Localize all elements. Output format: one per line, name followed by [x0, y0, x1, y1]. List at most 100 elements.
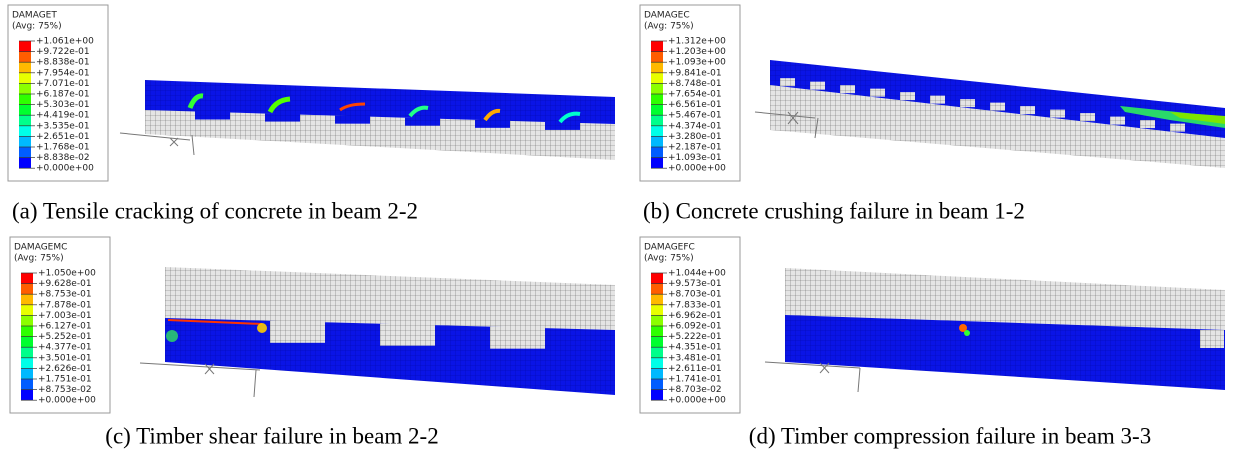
shear-key — [1200, 330, 1224, 348]
legend-swatch — [21, 294, 33, 305]
legend-title: DAMAGEMC — [14, 243, 67, 253]
legend-swatch — [21, 389, 33, 401]
legend-swatch — [21, 273, 33, 284]
legend-value: +3.280e-01 — [668, 132, 722, 142]
legend-swatch — [651, 389, 663, 401]
model-b — [754, 60, 1225, 168]
shear-key — [1080, 113, 1095, 122]
legend-value: +0.000e+00 — [668, 164, 726, 174]
legend-subtitle: (Avg: 75%) — [644, 22, 694, 32]
legend-swatch — [21, 379, 33, 390]
legend-swatch — [19, 104, 31, 116]
legend-value: +6.561e-01 — [668, 100, 722, 110]
legend-swatch — [651, 304, 663, 316]
crush-zone — [1170, 112, 1225, 124]
legend: DAMAGEC(Avg: 75%)+1.312e+00+1.203e+00+1.… — [639, 4, 741, 182]
concrete-mesh — [785, 268, 1225, 330]
caption: (d) Timber compression failure in beam 3… — [749, 423, 1151, 448]
shear-key — [335, 115, 370, 124]
legend-value: +7.654e-01 — [668, 90, 722, 100]
legend-value: +5.222e-01 — [668, 332, 722, 342]
shear-key — [900, 92, 915, 101]
legend-value: +8.748e-01 — [668, 79, 722, 89]
legend-swatch — [651, 83, 663, 94]
shear-key — [490, 326, 545, 349]
legend-value: +5.303e-01 — [36, 100, 90, 110]
legend-title: DAMAGEFC — [644, 243, 695, 253]
legend-value: +2.651e-01 — [36, 132, 90, 142]
shear-key — [270, 320, 325, 343]
legend-value: +2.626e-01 — [38, 364, 92, 374]
shear-key — [1020, 106, 1035, 115]
axes-triad — [139, 362, 261, 398]
legend-swatch — [651, 379, 663, 390]
shear-key — [840, 85, 855, 94]
legend-swatch — [21, 336, 33, 348]
legend-swatch — [19, 72, 31, 84]
legend-swatch — [651, 104, 663, 116]
legend-value: +1.751e-01 — [38, 375, 92, 385]
legend-value: +3.481e-01 — [668, 353, 722, 363]
model-c — [139, 267, 615, 398]
legend-value: +1.093e-01 — [668, 153, 722, 163]
legend-value: +6.127e-01 — [38, 322, 92, 332]
shear-key — [990, 102, 1005, 111]
legend-swatch — [651, 283, 663, 295]
concrete-mesh — [165, 267, 615, 330]
damage-zone — [166, 330, 178, 342]
legend-value: +4.351e-01 — [668, 343, 722, 353]
shear-key — [780, 78, 795, 87]
legend-swatch — [651, 368, 663, 379]
shear-key — [265, 113, 300, 122]
legend-subtitle: (Avg: 75%) — [644, 254, 694, 264]
legend-value: +5.252e-01 — [38, 332, 92, 342]
shear-key — [380, 323, 435, 346]
legend-swatch — [19, 157, 31, 169]
legend-swatch — [651, 147, 663, 158]
legend-value: +8.703e-02 — [668, 385, 722, 395]
legend-value: +1.741e-01 — [668, 375, 722, 385]
legend-subtitle: (Avg: 75%) — [12, 22, 62, 32]
crack — [267, 96, 291, 114]
legend-swatch — [651, 357, 663, 369]
legend-swatch — [21, 326, 33, 337]
legend-swatch — [651, 94, 663, 105]
legend-swatch — [651, 347, 663, 358]
damage-zone — [964, 330, 970, 336]
shear-key — [1170, 123, 1185, 132]
legend-value: +4.377e-01 — [38, 343, 92, 353]
legend-value: +7.833e-01 — [668, 300, 722, 310]
legend-value: +8.838e-01 — [36, 58, 90, 68]
legend: DAMAGEMC(Avg: 75%)+1.050e+00+9.628e-01+8… — [9, 236, 111, 414]
crack — [483, 108, 501, 122]
legend-value: +8.753e-01 — [38, 290, 92, 300]
shear-key — [545, 121, 580, 130]
legend-swatch — [651, 336, 663, 348]
legend-swatch — [21, 357, 33, 369]
shear-key — [810, 81, 825, 90]
legend-title: DAMAGEC — [644, 11, 690, 21]
legend-swatch — [651, 315, 663, 326]
legend-value: +1.061e+00 — [36, 37, 94, 47]
legend-value: +0.000e+00 — [38, 396, 96, 406]
crack — [408, 105, 429, 118]
legend-swatch — [21, 304, 33, 316]
legend-swatch — [19, 136, 31, 147]
axes-triad — [119, 132, 195, 156]
legend-value: +7.003e-01 — [38, 311, 92, 321]
legend-value: +1.093e+00 — [668, 58, 726, 68]
legend-swatch — [651, 326, 663, 337]
legend-swatch — [21, 315, 33, 326]
legend-value: +2.187e-01 — [668, 143, 722, 153]
legend-value: +9.722e-01 — [36, 47, 90, 57]
legend-title: DAMAGET — [12, 11, 57, 21]
caption: (c) Timber shear failure in beam 2-2 — [105, 423, 438, 448]
legend-swatch — [651, 136, 663, 147]
shear-key — [405, 117, 440, 126]
legend-value: +7.954e-01 — [36, 68, 90, 78]
legend-swatch — [651, 273, 663, 284]
caption: (b) Concrete crushing failure in beam 1-… — [643, 198, 1025, 223]
legend-value: +1.312e+00 — [668, 37, 726, 47]
legend: DAMAGEFC(Avg: 75%)+1.044e+00+9.573e-01+8… — [639, 236, 741, 414]
